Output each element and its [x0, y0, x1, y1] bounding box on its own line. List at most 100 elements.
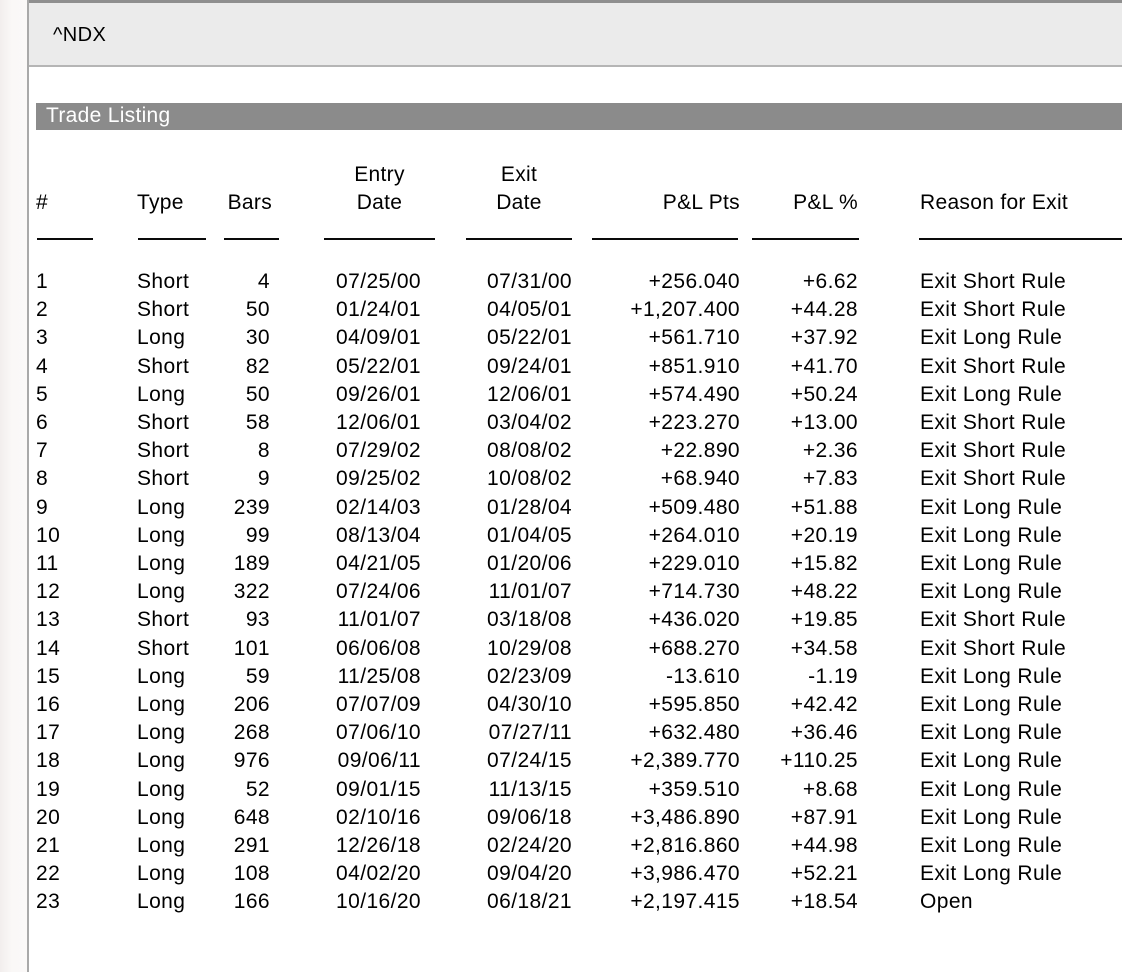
cell-entry: 02/14/03: [336, 495, 421, 519]
cell-exit: 04/30/10: [487, 693, 572, 716]
table-row[interactable]: 18 Long 976 09/06/11 07/24/15 +2,389.770 +110.…: [0, 747, 1122, 775]
cell-entry: 09/06/11: [337, 749, 421, 773]
cell-reason: Exit Short Rule: [920, 270, 1067, 293]
cell-pl_pts: +359.510: [648, 777, 740, 801]
cell-reason: Exit Long Rule: [920, 834, 1063, 857]
cell-pl_pts: +3,486.890: [630, 805, 740, 829]
cell-bars: 82: [245, 354, 270, 378]
cell-bars: 239: [233, 495, 270, 519]
cell-num: 7: [36, 439, 49, 463]
cell-entry: 06/06/08: [336, 636, 421, 660]
cell-type: Long: [137, 862, 186, 886]
table-row[interactable]: 22 Long 108 04/02/20 09/04/20 +3,986.470 +52.2…: [0, 860, 1122, 888]
cell-pl_pct: +6.62: [802, 270, 858, 293]
cell-pl_pct: +2.36: [802, 439, 858, 463]
cell-reason: Exit Short Rule: [920, 354, 1067, 378]
cell-pl_pct: +41.70: [790, 354, 858, 378]
table-row[interactable]: 1 Short 4 07/25/00 07/31/00 +256.040 +6.62 Exit…: [0, 268, 1122, 296]
cell-type: Short: [137, 411, 190, 434]
cell-num: 20: [36, 805, 61, 829]
cell-pl_pct: -1.19: [808, 664, 858, 688]
cell-bars: 322: [233, 580, 270, 604]
cell-type: Short: [137, 439, 190, 463]
cell-pl_pts: +22.890: [660, 439, 740, 463]
cell-pl_pts: +714.730: [648, 580, 740, 604]
cell-type: Long: [137, 326, 186, 350]
table-row[interactable]: 20 Long 648 02/10/16 09/06/18 +3,486.890 +87.9…: [0, 804, 1122, 832]
cell-exit: 09/04/20: [487, 862, 572, 886]
cell-pl_pts: +2,816.860: [630, 834, 740, 857]
cell-pl_pct: +19.85: [790, 608, 858, 632]
cell-pl_pts: +68.940: [660, 467, 740, 491]
cell-type: Long: [137, 523, 186, 547]
cell-bars: 101: [233, 636, 270, 660]
table-row[interactable]: 5 Long 50 09/26/01 12/06/01 +574.490 +50.24 Exi…: [0, 381, 1122, 409]
col-header-entry-date: Entry: [354, 163, 405, 186]
cell-bars: 976: [233, 749, 270, 773]
cell-type: Long: [137, 834, 186, 857]
table-row[interactable]: 17 Long 268 07/06/10 07/27/11 +632.480 +36.46 E…: [0, 719, 1122, 747]
cell-bars: 206: [233, 693, 270, 716]
table-row[interactable]: 15 Long 59 11/25/08 02/23/09 -13.610 -1.19 Exit…: [0, 663, 1122, 691]
cell-num: 1: [36, 270, 49, 293]
cell-pl_pct: +36.46: [790, 721, 858, 745]
cell-reason: Exit Long Rule: [920, 552, 1063, 575]
cell-pl_pts: -13.610: [665, 664, 740, 688]
table-row[interactable]: 11 Long 189 04/21/05 01/20/06 +229.010 +15.82 E…: [0, 550, 1122, 578]
cell-entry: 07/07/09: [336, 693, 421, 716]
table-row[interactable]: 6 Short 58 12/06/01 03/04/02 +223.270 +13.00 Ex…: [0, 409, 1122, 437]
cell-exit: 08/08/02: [487, 439, 572, 463]
col-header-exit-date: Date: [496, 191, 542, 214]
cell-num: 4: [36, 354, 49, 378]
cell-type: Long: [137, 749, 186, 773]
header-underline-entry: [324, 238, 435, 240]
cell-entry: 07/29/02: [336, 439, 421, 463]
table-row[interactable]: 4 Short 82 05/22/01 09/24/01 +851.910 +41.70 Ex…: [0, 353, 1122, 381]
table-row[interactable]: 7 Short 8 07/29/02 08/08/02 +22.890 +2.36 Exit …: [0, 437, 1122, 465]
cell-pl_pts: +574.490: [648, 382, 740, 406]
cell-reason: Exit Long Rule: [920, 664, 1063, 688]
cell-pl_pct: +20.19: [790, 523, 858, 547]
table-row[interactable]: 16 Long 206 07/07/09 04/30/10 +595.850 +42.42 E…: [0, 691, 1122, 719]
table-row[interactable]: 13 Short 93 11/01/07 03/18/08 +436.020 +19.85 E…: [0, 606, 1122, 634]
table-row[interactable]: 9 Long 239 02/14/03 01/28/04 +509.480 +51.88 Ex…: [0, 494, 1122, 522]
cell-pl_pct: +48.22: [790, 580, 858, 604]
cell-num: 19: [36, 777, 61, 801]
table-row[interactable]: 8 Short 9 09/25/02 10/08/02 +68.940 +7.83 Exit …: [0, 465, 1122, 493]
cell-entry: 07/24/06: [336, 580, 421, 604]
cell-pl_pts: +595.850: [648, 693, 740, 716]
cell-type: Long: [137, 552, 186, 575]
cell-reason: Exit Long Rule: [920, 382, 1063, 406]
cell-pl_pct: +42.42: [790, 693, 858, 716]
symbol-label: ^NDX: [53, 24, 107, 46]
table-row[interactable]: 19 Long 52 09/01/15 11/13/15 +359.510 +8.68 Exi…: [0, 776, 1122, 804]
header-underline-type: [138, 238, 206, 240]
section-title: Trade Listing: [46, 104, 171, 127]
cell-entry: 05/22/01: [336, 354, 421, 378]
cell-type: Short: [137, 354, 190, 378]
cell-pl_pct: +18.54: [790, 890, 858, 914]
cell-exit: 09/06/18: [487, 805, 572, 829]
header-underline-pl-pts: [592, 238, 738, 240]
cell-pl_pct: +50.24: [790, 382, 858, 406]
table-row[interactable]: 21 Long 291 12/26/18 02/24/20 +2,816.860 +44.9…: [0, 832, 1122, 860]
table-row[interactable]: 3 Long 30 04/09/01 05/22/01 +561.710 +37.92 Exi…: [0, 324, 1122, 352]
cell-exit: 02/24/20: [487, 834, 572, 857]
cell-pl_pct: +34.58: [790, 636, 858, 660]
table-row[interactable]: 2 Short 50 01/24/01 04/05/01 +1,207.400 +44.28…: [0, 296, 1122, 324]
cell-exit: 09/24/01: [487, 354, 572, 378]
table-row[interactable]: 12 Long 322 07/24/06 11/01/07 +714.730 +48.22 E…: [0, 578, 1122, 606]
table-row[interactable]: 23 Long 166 10/16/20 06/18/21 +2,197.415 +18.5…: [0, 888, 1122, 916]
cell-reason: Exit Long Rule: [920, 749, 1063, 773]
table-row[interactable]: 10 Long 99 08/13/04 01/04/05 +264.010 +20.19 Ex…: [0, 522, 1122, 550]
col-header-exit-date: Exit: [500, 163, 538, 186]
cell-num: 5: [36, 382, 49, 406]
table-row[interactable]: 14 Short 101 06/06/08 10/29/08 +688.270 +34.58…: [0, 635, 1122, 663]
cell-type: Long: [137, 777, 186, 801]
cell-bars: 291: [233, 834, 270, 857]
cell-pl_pts: +223.270: [648, 411, 740, 434]
header-underline-number: [37, 238, 93, 240]
cell-bars: 30: [245, 326, 270, 350]
